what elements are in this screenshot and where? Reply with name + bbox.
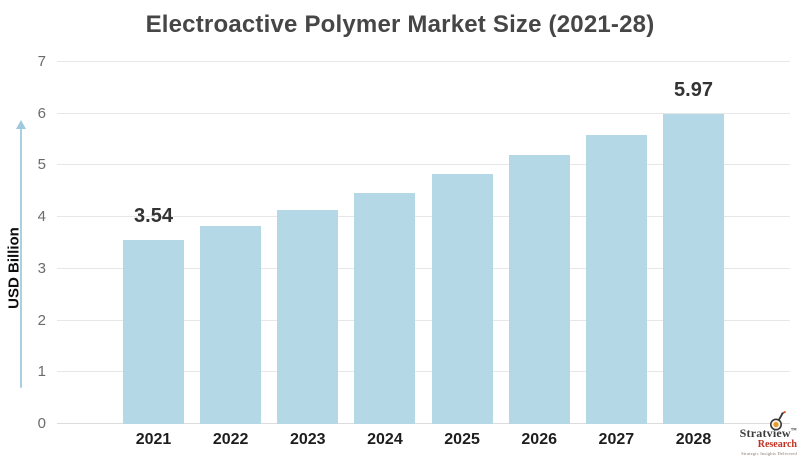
bars-container: 2021 3.54 2022 2023 2024 2025 2026 2027 2028 5.97 xyxy=(57,61,790,448)
y-tick-label: 4 xyxy=(37,208,46,225)
bar-column: 2025 xyxy=(431,61,493,448)
bar-value-label: 3.54 xyxy=(134,205,173,227)
x-tick-label: 2025 xyxy=(444,431,480,448)
bar-column: 2026 xyxy=(508,61,570,448)
x-tick-label: 2023 xyxy=(289,431,326,448)
chart-title: Electroactive Polymer Market Size (2021-… xyxy=(145,11,655,38)
bar-column: 2028 5.97 xyxy=(662,61,724,448)
x-tick-label: 2021 xyxy=(135,431,172,448)
y-axis-tick-labels: 0 1 2 3 4 5 6 7 xyxy=(0,53,46,432)
x-tick-label: 2026 xyxy=(521,431,557,448)
x-tick-label: 2027 xyxy=(598,431,635,448)
bar-value-label: 5.97 xyxy=(674,79,713,101)
x-tick-label: 2028 xyxy=(675,431,712,448)
bar-2026 xyxy=(508,155,570,424)
gridline xyxy=(57,216,790,217)
gridline xyxy=(57,113,790,114)
bar-2022 xyxy=(200,226,262,424)
y-tick-label: 7 xyxy=(37,53,46,70)
brand-trademark: ™ xyxy=(790,428,797,434)
x-tick-label: 2024 xyxy=(367,431,403,448)
bar-column: 2021 3.54 xyxy=(123,61,184,448)
gridline xyxy=(57,268,790,269)
bar-2028 xyxy=(662,114,724,424)
gridline xyxy=(57,61,790,62)
brand-logo: Stratview™ Research Strategic Insights D… xyxy=(740,411,797,456)
gridline xyxy=(57,164,790,165)
brand-division: Research xyxy=(757,439,797,450)
y-tick-label: 0 xyxy=(37,415,46,432)
plot-area: 2021 3.54 2022 2023 2024 2025 2026 2027 2028 5.97 xyxy=(57,61,790,448)
magnifier-icon xyxy=(770,411,786,431)
bar-2021 xyxy=(123,240,184,424)
bar-2024 xyxy=(354,193,416,424)
y-tick-label: 3 xyxy=(37,260,46,277)
bar-column: 2023 xyxy=(277,61,339,448)
y-tick-label: 2 xyxy=(37,312,46,329)
brand-tagline: Strategic Insights Delivered xyxy=(741,450,797,456)
bar-2025 xyxy=(431,174,493,424)
y-axis-arrow-head-icon xyxy=(16,120,26,129)
bar-column: 2022 xyxy=(200,61,262,448)
bar-column: 2024 xyxy=(354,61,416,448)
y-tick-label: 6 xyxy=(37,105,46,122)
bar-column: 2027 xyxy=(585,61,647,448)
gridline xyxy=(57,320,790,321)
x-tick-label: 2022 xyxy=(212,431,249,448)
gridline xyxy=(57,423,790,424)
bar-2027 xyxy=(585,135,647,424)
gridline xyxy=(57,371,790,372)
y-axis-arrow-line xyxy=(20,128,22,388)
y-tick-label: 1 xyxy=(37,363,46,380)
bar-2023 xyxy=(277,210,339,424)
y-tick-label: 5 xyxy=(37,156,46,173)
